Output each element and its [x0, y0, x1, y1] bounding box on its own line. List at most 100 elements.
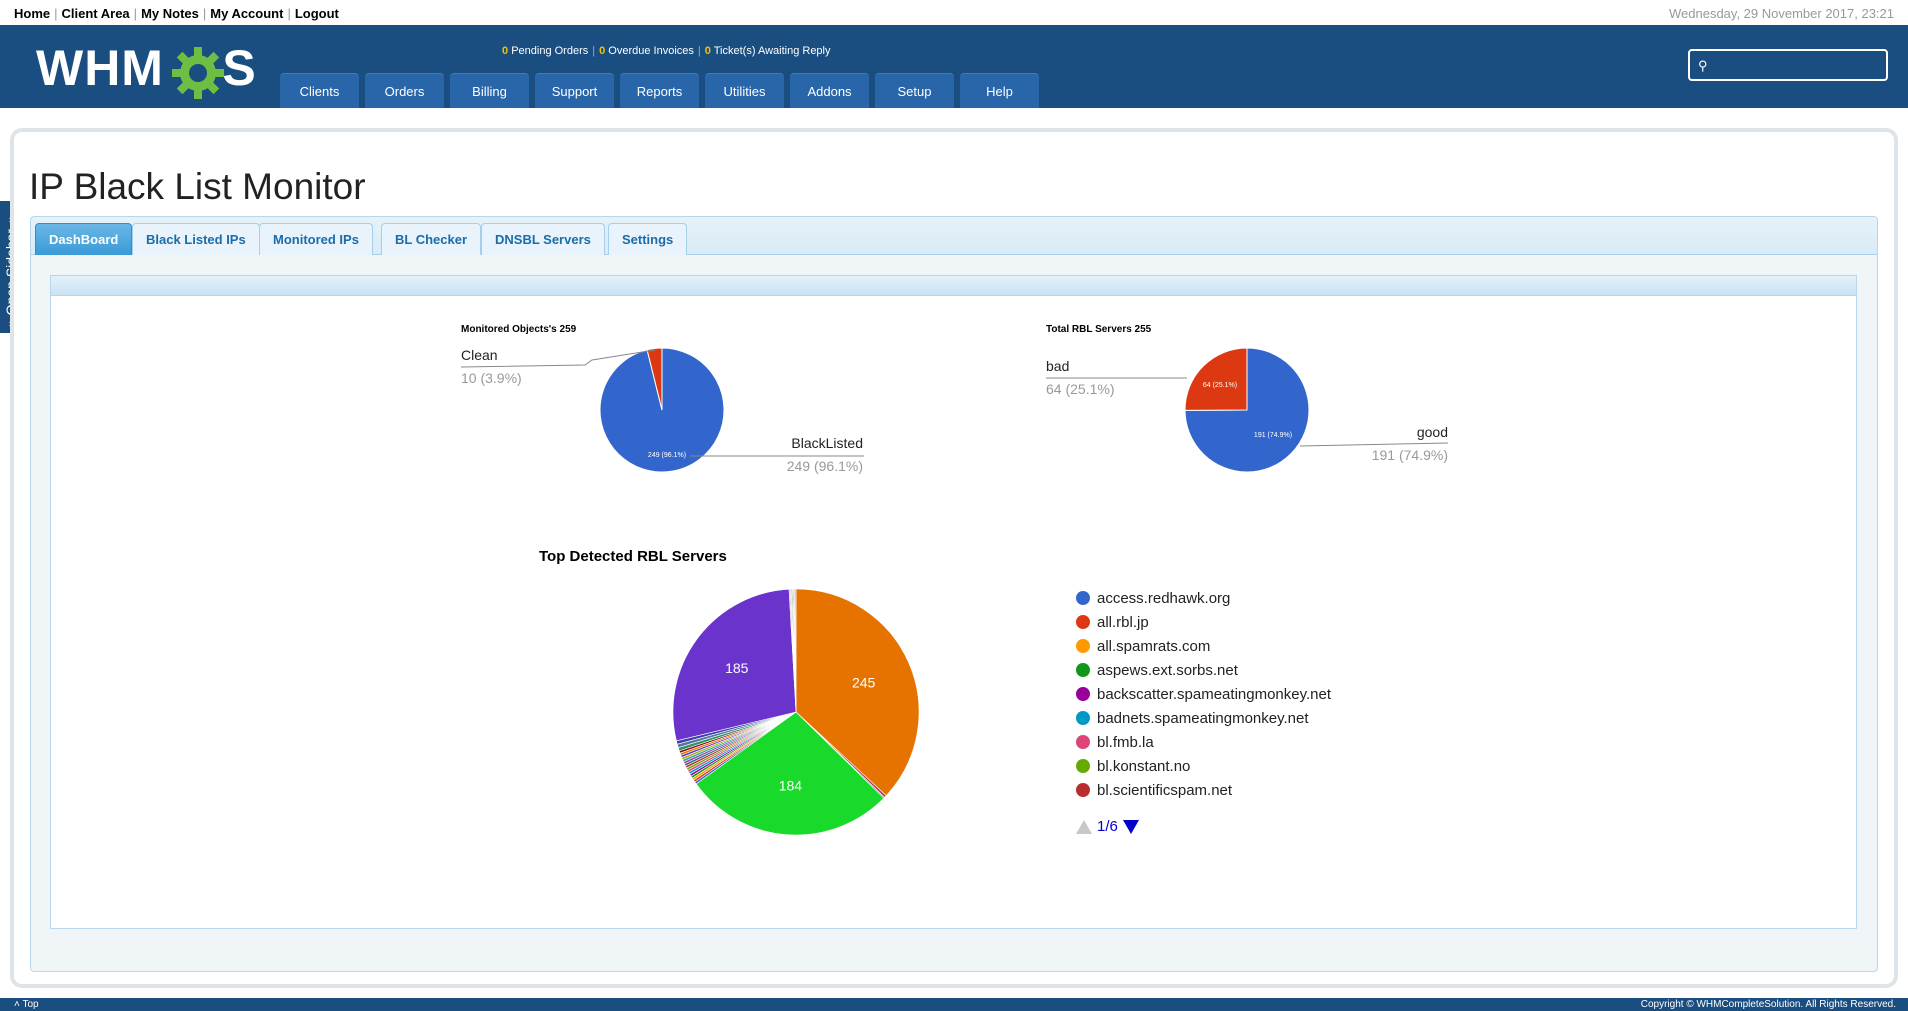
legend-label: badnets.spameatingmonkey.net: [1097, 709, 1309, 727]
dashboard-box-header: [51, 276, 1856, 296]
chart-rbl-bad-value: 64 (25.1%): [1046, 381, 1115, 397]
legend-dot: [1076, 783, 1090, 797]
legend-dot: [1076, 639, 1090, 653]
tab-dashboard[interactable]: DashBoard: [35, 223, 133, 255]
tab-dnsbl-servers[interactable]: DNSBL Servers: [481, 223, 605, 255]
legend-label: all.rbl.jp: [1097, 613, 1149, 631]
my-notes-link[interactable]: My Notes: [141, 6, 199, 21]
overdue-invoices-label[interactable]: Overdue Invoices: [608, 45, 694, 57]
chart-monitored-clean-value: 10 (3.9%): [461, 370, 522, 386]
back-to-top-link[interactable]: ˄ Top: [14, 999, 39, 1010]
top-bar: Home | Client Area | My Notes | My Account | Log…: [0, 0, 1908, 25]
legend-pager: 1/6: [1076, 818, 1139, 835]
search-icon: ⚲: [1698, 58, 1708, 73]
nav-help[interactable]: Help: [960, 73, 1039, 108]
legend-dot: [1076, 687, 1090, 701]
page-title: IP Black List Monitor: [29, 166, 366, 207]
nav-clients[interactable]: Clients: [280, 73, 359, 108]
logo-text-left: WHM: [36, 40, 164, 96]
search-input[interactable]: [1716, 55, 1882, 75]
nav-billing[interactable]: Billing: [450, 73, 529, 108]
tickets-label[interactable]: Ticket(s) Awaiting Reply: [713, 45, 831, 57]
rbl-good-leader-line: [1299, 442, 1449, 447]
rbl-slice: [1184, 347, 1310, 473]
top-rbl-slice-label: 245: [852, 674, 876, 690]
tab-black-listed-ips[interactable]: Black Listed IPs: [132, 223, 260, 255]
legend-label: backscatter.spameatingmonkey.net: [1097, 685, 1332, 703]
header-stats: 0 Pending Orders | 0 Overdue Invoices | 0 Ti…: [502, 45, 831, 57]
main-nav: Clients Orders Billing Support Reports U…: [280, 73, 1045, 108]
legend-dot: [1076, 735, 1090, 749]
legend-label: aspews.ext.sorbs.net: [1097, 661, 1238, 679]
logout-link[interactable]: Logout: [294, 6, 339, 21]
top-links: Home | Client Area | My Notes | My Account | Log…: [14, 6, 339, 21]
home-link[interactable]: Home: [14, 6, 51, 21]
legend-dot: [1076, 759, 1090, 773]
chart-monitored-blacklisted-label: BlackListed: [791, 435, 863, 451]
chart-rbl-good-label: good: [1416, 424, 1448, 440]
legend-dot: [1076, 663, 1090, 677]
tickets-count[interactable]: 0: [704, 45, 711, 57]
pending-orders-count[interactable]: 0: [502, 45, 509, 57]
nav-addons[interactable]: Addons: [790, 73, 869, 108]
overdue-invoices-count[interactable]: 0: [599, 45, 606, 57]
pager-next-icon[interactable]: [1122, 819, 1139, 834]
legend-item[interactable]: bl.konstant.no: [1076, 754, 1331, 778]
nav-setup[interactable]: Setup: [875, 73, 954, 108]
dashboard-box: [50, 275, 1857, 929]
legend-item[interactable]: aspews.ext.sorbs.net: [1076, 658, 1331, 682]
chart-rbl-bad-label: bad: [1046, 358, 1070, 374]
chevron-up-icon: ˄: [14, 999, 20, 1010]
chart-rbl-good-value: 191 (74.9%): [1371, 447, 1448, 463]
tab-settings[interactable]: Settings: [608, 223, 688, 255]
header: WHM S 0 Pending Orders | 0 Over: [0, 25, 1908, 108]
pager-label: 1/6: [1097, 818, 1118, 835]
pending-orders-label[interactable]: Pending Orders: [511, 45, 589, 57]
legend-item[interactable]: all.spamrats.com: [1076, 634, 1331, 658]
legend-label: bl.konstant.no: [1097, 757, 1191, 775]
legend-dot: [1076, 711, 1090, 725]
copyright-text: Copyright © WHMCompleteSolution. All Rig…: [1640, 999, 1896, 1010]
top-rbl-slice: [695, 711, 885, 836]
nav-orders[interactable]: Orders: [365, 73, 444, 108]
monitored-clean-leader-line: [460, 349, 656, 368]
footer: ˄ Top Copyright © WHMCompleteSolution. A…: [0, 998, 1908, 1011]
top-rbl-slice-label: 185: [725, 660, 749, 676]
nav-reports[interactable]: Reports: [620, 73, 699, 108]
my-account-link[interactable]: My Account: [210, 6, 284, 21]
tab-bl-checker[interactable]: BL Checker: [381, 223, 482, 255]
current-date: Wednesday, 29 November 2017, 23:21: [1669, 6, 1894, 21]
legend-item[interactable]: backscatter.spameatingmonkey.net: [1076, 682, 1331, 706]
legend-item[interactable]: access.redhawk.org: [1076, 586, 1331, 610]
top-rbl-slice: [795, 588, 920, 797]
tab-panel: DashBoard Black Listed IPs Monitored IPs…: [30, 216, 1878, 972]
rbl-slice: [1184, 347, 1248, 411]
monitored-slice: [646, 347, 663, 411]
nav-utilities[interactable]: Utilities: [705, 73, 784, 108]
legend-item[interactable]: bl.scientificspam.net: [1076, 778, 1331, 802]
chart-monitored-title: Monitored Objects's 259: [461, 324, 577, 335]
legend-item[interactable]: bl.fmb.la: [1076, 730, 1331, 754]
tab-strip: DashBoard Black Listed IPs Monitored IPs…: [31, 217, 1877, 255]
legend-label: all.spamrats.com: [1097, 637, 1211, 655]
chart-rbl-title: Total RBL Servers 255: [1046, 324, 1152, 335]
legend-item[interactable]: badnets.spameatingmonkey.net: [1076, 706, 1331, 730]
rbl-good-slice-label: 191 (74.9%): [1254, 432, 1292, 439]
pager-prev-icon[interactable]: [1076, 819, 1092, 834]
tab-monitored-ips[interactable]: Monitored IPs: [259, 223, 373, 255]
whmcs-logo[interactable]: WHM S: [36, 39, 257, 99]
rbl-bad-slice-label: 64 (25.1%): [1203, 382, 1237, 389]
gear-icon: [172, 47, 224, 99]
logo-text-right: S: [222, 40, 257, 96]
legend-label: bl.fmb.la: [1097, 733, 1154, 751]
chart-monitored-clean-label: Clean: [461, 347, 498, 363]
nav-support[interactable]: Support: [535, 73, 614, 108]
legend-item[interactable]: all.rbl.jp: [1076, 610, 1331, 634]
client-area-link[interactable]: Client Area: [61, 6, 130, 21]
legend-dot: [1076, 591, 1090, 605]
legend-label: access.redhawk.org: [1097, 589, 1231, 607]
chart-top-rbl-title: Top Detected RBL Servers: [539, 548, 727, 565]
monitored-blacklisted-slice-label: 249 (96.1%): [648, 452, 686, 459]
legend-label: bl.scientificspam.net: [1097, 781, 1233, 799]
